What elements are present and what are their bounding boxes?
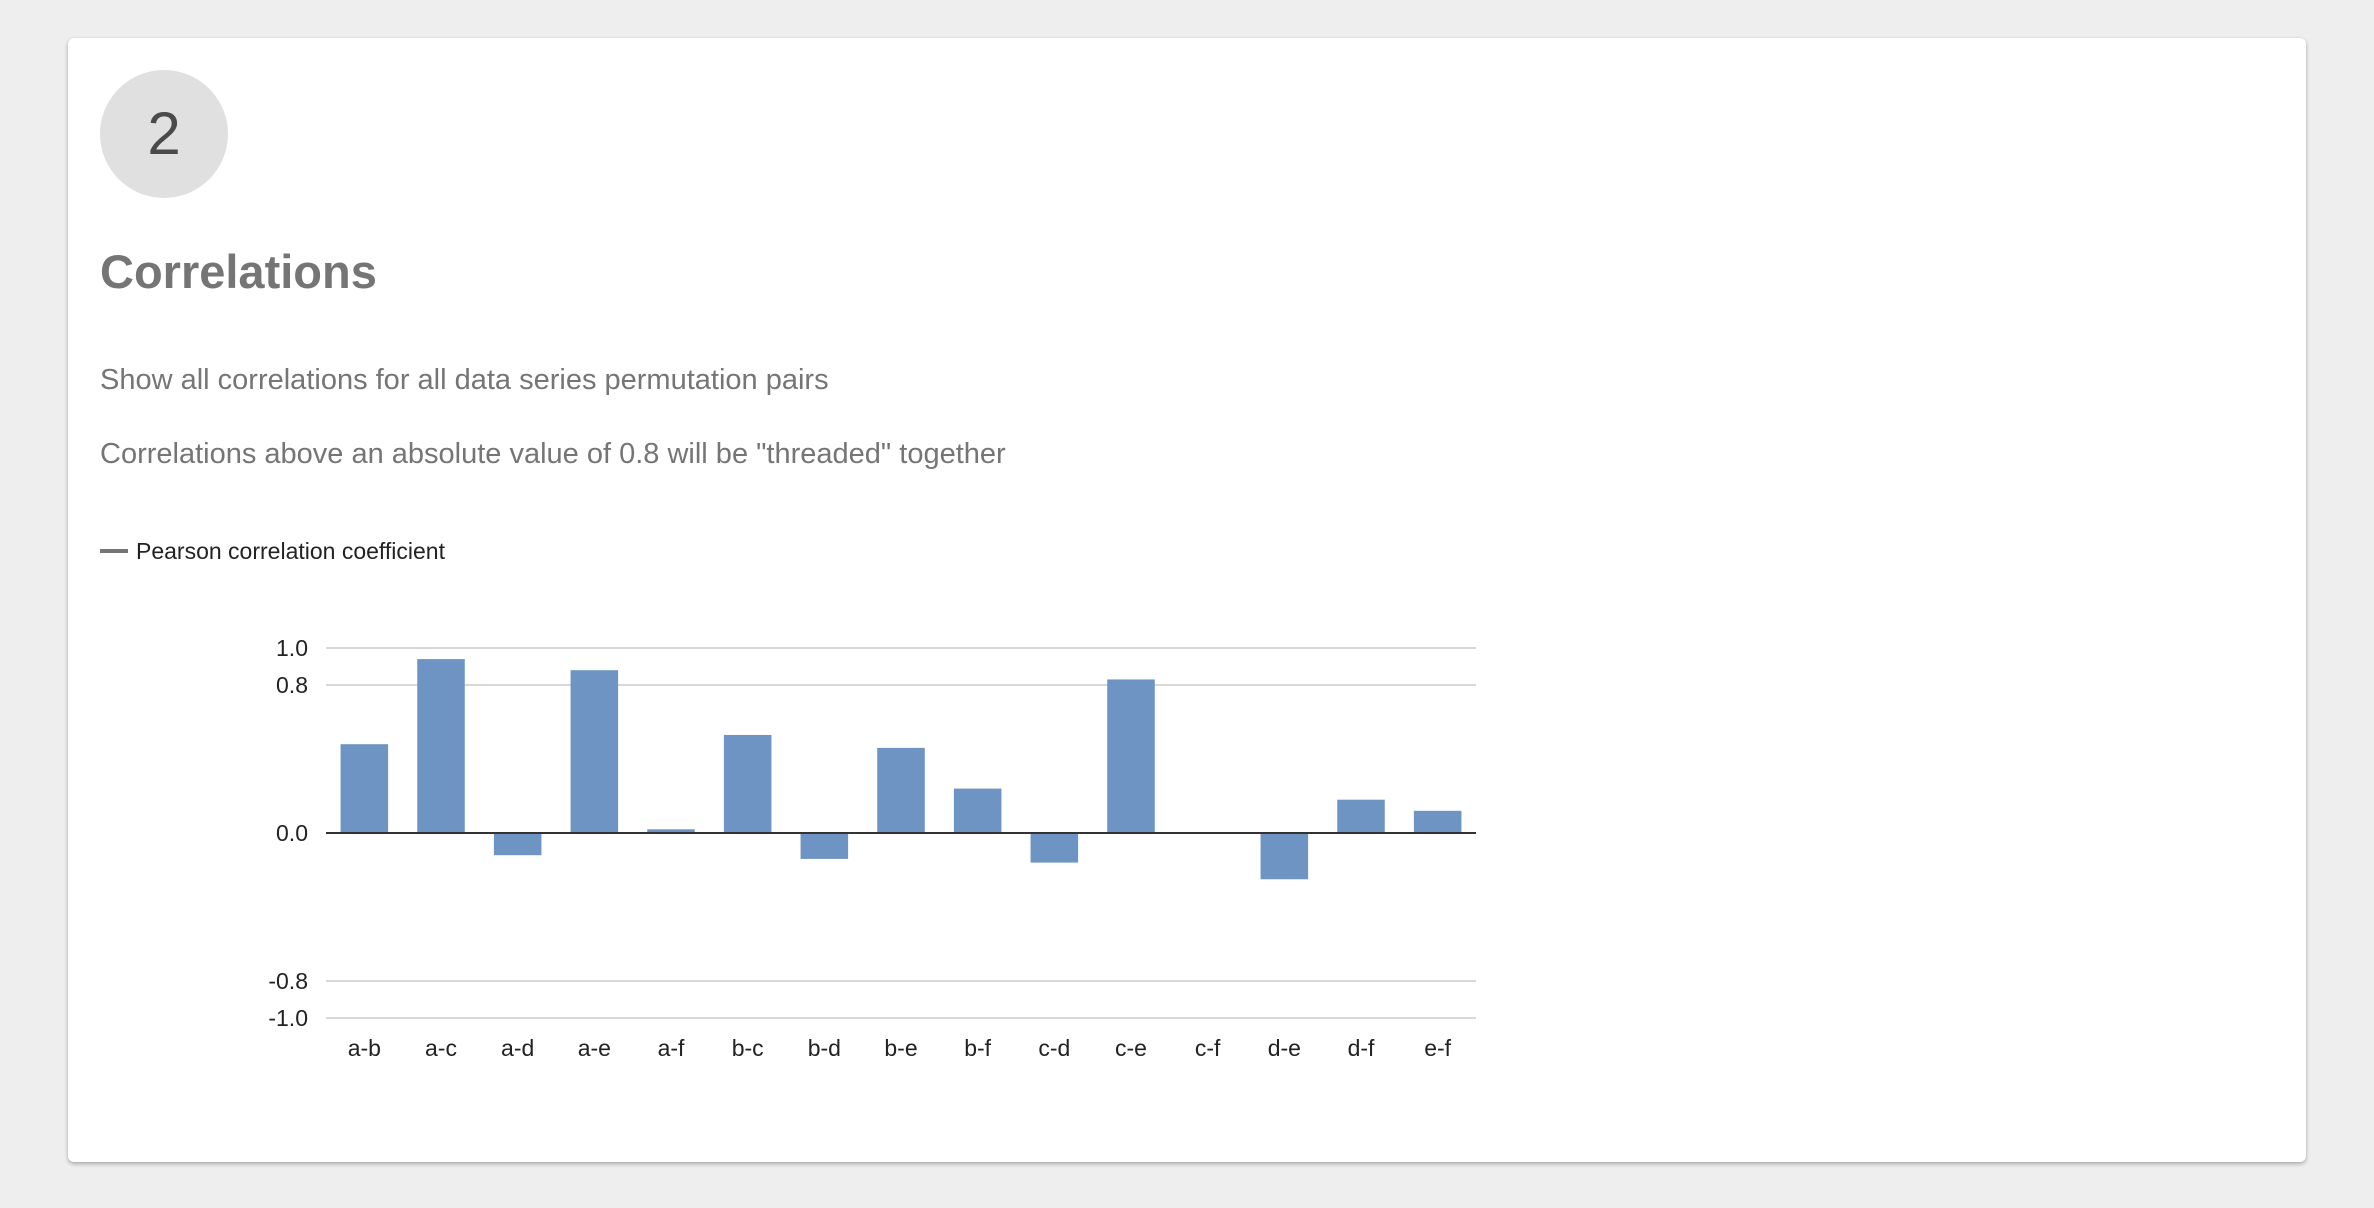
y-tick-label: 0.8 [276, 672, 308, 698]
bar-d-f[interactable] [1337, 799, 1385, 833]
bar-b-f[interactable] [953, 788, 1002, 833]
bar-b-e[interactable] [877, 747, 925, 833]
x-tick-label: a-b [348, 1035, 381, 1061]
x-tick-label: a-c [425, 1035, 457, 1061]
bar-b-c[interactable] [723, 734, 772, 833]
bar-a-c[interactable] [417, 659, 465, 833]
chart-legend: Pearson correlation coefficient [100, 516, 445, 586]
chart-bars [340, 659, 1462, 880]
chart-x-ticks: a-b a-c a-d a-e a-f b-c b-d b-e b-f c-d c-e c-f d-e d… [348, 1035, 1452, 1061]
bar-c-d[interactable] [1030, 833, 1079, 863]
y-tick-label: -0.8 [268, 968, 308, 994]
bar-a-d[interactable] [493, 833, 542, 856]
x-tick-label: b-e [884, 1035, 917, 1061]
bar-e-f[interactable] [1413, 810, 1462, 833]
x-tick-label: c-e [1115, 1035, 1147, 1061]
x-tick-label: c-f [1195, 1035, 1221, 1061]
x-tick-label: b-f [964, 1035, 991, 1061]
bar-a-e[interactable] [570, 670, 619, 833]
bar-d-e[interactable] [1260, 833, 1309, 880]
y-tick-label: -1.0 [268, 1005, 308, 1031]
x-tick-label: d-f [1348, 1035, 1375, 1061]
x-tick-label: a-d [501, 1035, 534, 1061]
x-tick-label: d-e [1268, 1035, 1301, 1061]
x-tick-label: a-f [658, 1035, 685, 1061]
y-tick-label: 1.0 [276, 635, 308, 661]
y-tick-label: 0.0 [276, 820, 308, 846]
legend-label: Pearson correlation coefficient [136, 537, 445, 564]
correlations-card: 2 Correlations Show all correlations for… [68, 38, 2306, 1162]
step-number-badge: 2 [100, 70, 228, 198]
bar-b-d[interactable] [800, 833, 849, 859]
chart-gridlines [326, 647, 1476, 1019]
bar-a-f[interactable] [647, 829, 695, 833]
section-description: Show all correlations for all data serie… [100, 364, 829, 396]
x-tick-label: e-f [1424, 1035, 1451, 1061]
x-tick-label: c-d [1038, 1035, 1070, 1061]
x-tick-label: b-d [808, 1035, 841, 1061]
threshold-note: Correlations above an absolute value of … [100, 438, 1006, 470]
legend-line-swatch [100, 549, 128, 553]
x-tick-label: a-e [578, 1035, 611, 1061]
chart-y-ticks: -1.0 -0.8 0.0 0.8 1.0 [268, 635, 308, 1031]
section-title: Correlations [100, 245, 377, 298]
bar-a-b[interactable] [340, 744, 389, 833]
x-tick-label: b-c [732, 1035, 764, 1061]
correlation-bar-chart: -1.0 -0.8 0.0 0.8 1.0 a-b a-c a-d a-e a-f b-c b-d b… [268, 635, 1476, 1061]
bar-c-e[interactable] [1107, 679, 1155, 833]
